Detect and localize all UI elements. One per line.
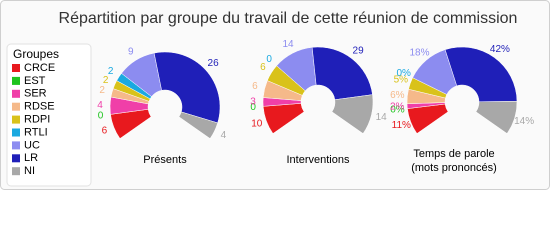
value-label: 2 <box>108 66 114 77</box>
value-label: 0 <box>98 110 104 121</box>
value-label: 3 <box>250 97 256 108</box>
value-label: 6 <box>252 81 258 92</box>
slice <box>331 94 374 134</box>
legend-label: RDPI <box>24 114 50 126</box>
value-label: 4 <box>221 130 227 141</box>
value-label: 26 <box>208 58 220 69</box>
legend-label: SER <box>24 88 47 100</box>
value-label: 11% <box>392 120 411 131</box>
legend-swatch <box>12 76 20 85</box>
legend-swatch <box>12 64 20 72</box>
value-label: 10 <box>251 119 263 130</box>
legend-swatch <box>12 89 20 98</box>
slice <box>311 46 373 101</box>
slice <box>444 46 518 103</box>
legend-box <box>6 43 92 187</box>
value-label: 29 <box>353 45 365 56</box>
chart-title: Répartition par groupe du travail de cet… <box>59 10 518 27</box>
slice <box>153 51 221 124</box>
value-label: 2 <box>103 75 109 86</box>
value-label: 0 <box>266 54 272 65</box>
value-label: 6 <box>102 125 108 136</box>
value-label: 6 <box>260 62 266 73</box>
value-label: 0 <box>250 102 256 113</box>
legend-label: NI <box>24 165 35 177</box>
legend-swatch <box>12 128 20 137</box>
legend-swatch <box>12 154 20 163</box>
value-label: 2% <box>390 102 405 113</box>
chart-label: (mots prononcés) <box>411 162 497 174</box>
legend-label: UC <box>24 139 40 151</box>
chart-label: Temps de parole <box>413 148 494 160</box>
value-label: 9 <box>128 46 134 57</box>
value-label: 4 <box>97 100 103 111</box>
chart-label: Interventions <box>287 154 350 166</box>
chart: Répartition par groupe du travail de cet… <box>0 0 550 190</box>
value-label: 14 <box>376 112 388 123</box>
legend-swatch <box>12 115 20 124</box>
legend-label: EST <box>24 75 46 87</box>
value-label: 14 <box>282 39 294 50</box>
chart-label: Présents <box>143 154 187 166</box>
legend-swatch <box>12 102 20 111</box>
value-label: 42% <box>490 44 510 55</box>
value-label: 5% <box>394 75 409 86</box>
slice <box>475 101 518 134</box>
legend-title: Groupes <box>13 47 59 61</box>
value-label: 18% <box>410 47 430 58</box>
legend-label: RDSE <box>24 101 55 113</box>
value-label: 0% <box>390 104 405 115</box>
legend-label: LR <box>24 152 38 164</box>
legend-swatch <box>12 167 20 176</box>
legend-label: CRCE <box>24 62 55 74</box>
legend-label: RTLI <box>24 126 48 138</box>
slice <box>178 111 218 139</box>
value-label: 14% <box>514 116 534 127</box>
value-label: 6% <box>390 90 405 101</box>
legend-swatch <box>12 141 20 150</box>
value-label: 2 <box>99 85 105 96</box>
value-label: 0% <box>396 68 411 79</box>
